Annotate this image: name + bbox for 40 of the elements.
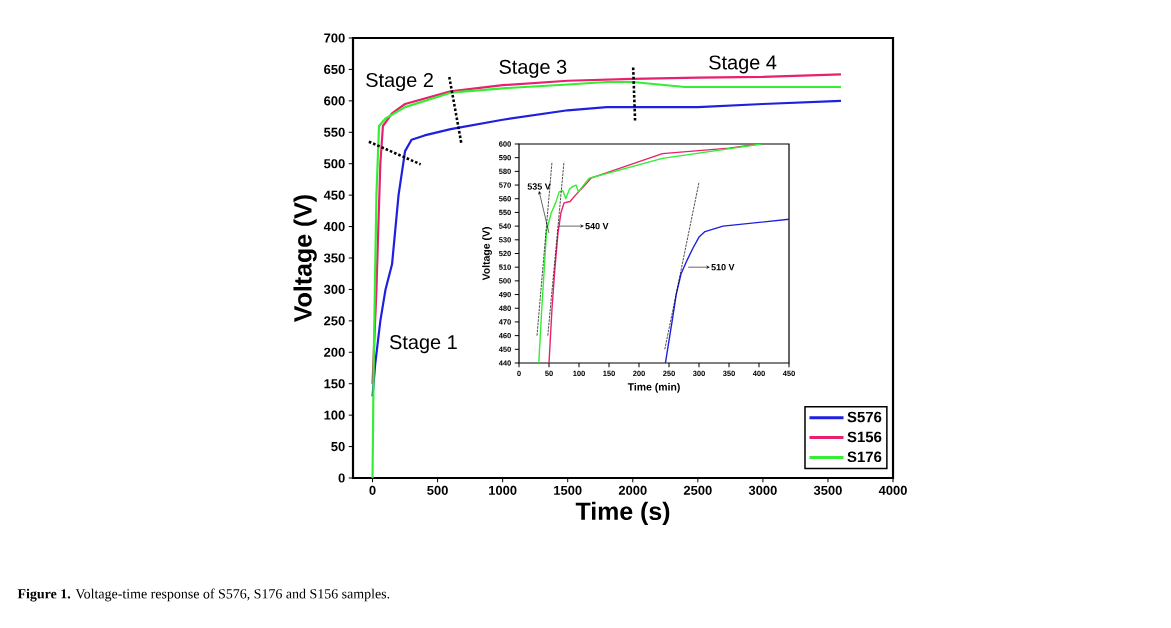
y-tick-label: 550 (324, 127, 345, 137)
y-tick-label: 150 (324, 379, 345, 389)
y-tick-label: 50 (331, 441, 345, 452)
legend-label: S576 (847, 411, 882, 423)
y-tick-label: 250 (324, 316, 345, 326)
x-tick-label: 2000 (618, 485, 647, 495)
text: Figure 1. Voltage-time response of S576, S176 and S156 samples. (17, 588, 390, 602)
y-tick-label: 350 (323, 253, 345, 263)
x-tick-label: 1000 (489, 485, 517, 495)
y-tick-label: 400 (323, 221, 345, 232)
x-axis-title: Time (s) (575, 501, 670, 526)
y-tick-label: 700 (324, 33, 345, 43)
x-tick-label: 3500 (813, 485, 842, 495)
annotation: Stage 4 (709, 55, 777, 74)
x-axis-title: Time (min) (627, 382, 680, 393)
annotation: 535 V (527, 183, 551, 190)
annotation: Stage 2 (366, 72, 433, 92)
annotation: 510 V (711, 264, 735, 271)
line-series (664, 218, 790, 363)
y-tick-label: 650 (324, 64, 345, 75)
annotation: 540 V (585, 222, 609, 230)
y-axis-title: Voltage (V) (293, 195, 317, 322)
annotation: Stage 1 (389, 335, 457, 354)
y-tick-label: 0 (338, 473, 345, 483)
x-tick-label: 3000 (748, 485, 777, 495)
x-tick-label: 2500 (683, 485, 712, 495)
y-tick-label: 100 (324, 410, 345, 420)
y-tick-label: 500 (324, 159, 345, 169)
y-axis-title: Voltage (V) (482, 227, 492, 281)
x-tick-label: 0 (369, 485, 376, 495)
y-tick-label: 200 (324, 347, 345, 357)
x-tick-label: 4000 (878, 485, 907, 495)
legend-label: S156 (847, 431, 882, 443)
y-tick-label: 600 (324, 96, 345, 106)
y-tick-label: 450 (323, 190, 345, 200)
legend-label: S176 (847, 451, 882, 463)
y-tick-label: 300 (323, 284, 345, 295)
x-tick-label: 500 (427, 485, 448, 495)
x-tick-label: 1500 (554, 485, 582, 495)
annotation: Stage 3 (499, 59, 567, 78)
